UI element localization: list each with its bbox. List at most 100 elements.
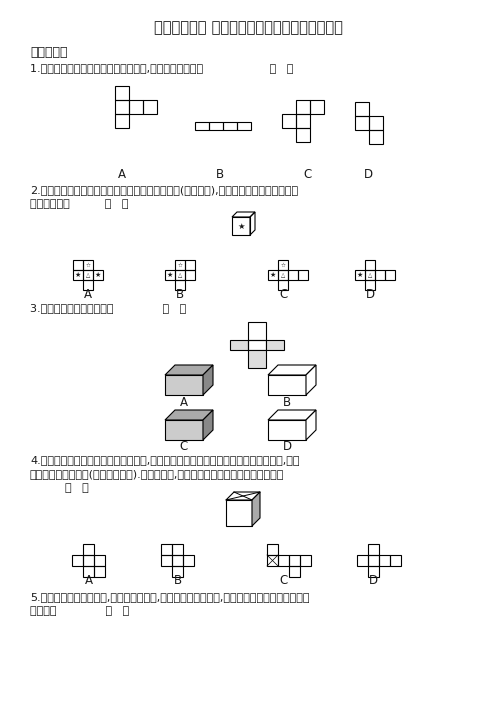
Text: △: △ (86, 272, 90, 277)
Bar (268, 420, 306, 440)
Bar (83, 270, 93, 280)
Bar (355, 270, 365, 280)
Polygon shape (268, 365, 316, 375)
Text: ☆: ☆ (178, 263, 183, 267)
Bar (248, 322, 266, 340)
Text: C: C (304, 168, 312, 180)
Bar (266, 340, 284, 350)
Polygon shape (252, 492, 260, 526)
Polygon shape (226, 492, 260, 500)
Text: 一、选择题: 一、选择题 (30, 46, 67, 58)
Text: △: △ (281, 272, 285, 277)
Polygon shape (165, 365, 213, 375)
Bar (195, 122, 209, 131)
Bar (268, 375, 306, 395)
Bar (365, 270, 375, 280)
Bar (161, 544, 172, 555)
Bar (296, 100, 310, 114)
Polygon shape (306, 410, 316, 440)
Bar (73, 270, 83, 280)
Bar (175, 270, 185, 280)
Text: ☆: ☆ (281, 263, 285, 267)
Bar (248, 340, 266, 350)
Bar (172, 544, 183, 555)
Bar (267, 555, 278, 566)
Text: △: △ (368, 272, 372, 277)
Text: △: △ (178, 272, 182, 277)
Bar (226, 500, 252, 526)
Bar (72, 555, 83, 566)
Text: ★: ★ (167, 272, 173, 278)
Text: 3.能折叠成的长方体是中的              （   ）: 3.能折叠成的长方体是中的 （ ） (30, 303, 186, 313)
Text: 图可能是中的          （   ）: 图可能是中的 （ ） (30, 199, 128, 209)
Bar (129, 100, 143, 114)
Text: B: B (216, 168, 224, 180)
Text: C: C (180, 440, 188, 453)
Bar (183, 555, 194, 566)
Bar (355, 102, 369, 116)
Bar (73, 260, 83, 270)
Bar (355, 116, 369, 130)
Bar (298, 270, 308, 280)
Bar (172, 566, 183, 577)
Text: ★: ★ (357, 272, 363, 278)
Bar (165, 270, 175, 280)
Text: 2.小丽要制作一个对面图案均相同的正方体礼品盒(如图所示),则这个正方体礼品盒的展开: 2.小丽要制作一个对面图案均相同的正方体礼品盒(如图所示),则这个正方体礼品盒的… (30, 185, 298, 195)
Text: D: D (366, 288, 374, 300)
Bar (310, 100, 324, 114)
Bar (237, 122, 251, 131)
Text: ★: ★ (75, 272, 81, 278)
Text: ★: ★ (95, 272, 101, 278)
Polygon shape (203, 410, 213, 440)
Bar (223, 122, 237, 131)
Bar (357, 555, 368, 566)
Bar (165, 420, 203, 440)
Bar (115, 114, 129, 128)
Text: 有一个面被涂成红色(其余均为白色).下列图形中,可能是该包装盒展开图的示意图的是: 有一个面被涂成红色(其余均为白色).下列图形中,可能是该包装盒展开图的示意图的是 (30, 469, 284, 479)
Bar (83, 260, 93, 270)
Bar (248, 350, 266, 368)
Bar (365, 260, 375, 270)
Bar (278, 555, 289, 566)
Bar (175, 260, 185, 270)
Bar (165, 375, 203, 395)
Polygon shape (268, 410, 316, 420)
Text: A: A (118, 168, 126, 180)
Bar (175, 280, 185, 290)
Text: 5.中的四张正方形硬纸片,剪去阴影部分后,如图果沿虚线折叠后,可以围成一个封闭的长方体包: 5.中的四张正方形硬纸片,剪去阴影部分后,如图果沿虚线折叠后,可以围成一个封闭的… (30, 592, 310, 602)
Bar (296, 128, 310, 142)
Bar (83, 280, 93, 290)
Text: 装盒的是              （   ）: 装盒的是 （ ） (30, 606, 129, 616)
Text: A: A (84, 574, 92, 586)
Bar (289, 566, 300, 577)
Bar (282, 114, 296, 128)
Bar (278, 280, 288, 290)
Bar (267, 544, 278, 555)
Bar (115, 86, 129, 100)
Bar (368, 544, 379, 555)
Polygon shape (306, 365, 316, 395)
Bar (369, 130, 383, 144)
Text: 【课题学习　 设计制作长方体形状的包装纸盒】: 【课题学习 设计制作长方体形状的包装纸盒】 (154, 20, 342, 36)
Polygon shape (203, 365, 213, 395)
Text: B: B (176, 288, 184, 300)
Text: ★: ★ (237, 222, 245, 230)
Text: D: D (364, 168, 372, 180)
Polygon shape (165, 410, 213, 420)
Text: C: C (279, 574, 288, 586)
Bar (278, 260, 288, 270)
Bar (161, 555, 172, 566)
Text: ★: ★ (270, 272, 276, 278)
Bar (379, 555, 390, 566)
Bar (296, 114, 310, 128)
Bar (288, 270, 298, 280)
Bar (143, 100, 157, 114)
Bar (185, 270, 195, 280)
Text: 4.如图是一个正方体形状的商品包装盒,它的上底面被分成四个全等的等腰直角三角形,图中: 4.如图是一个正方体形状的商品包装盒,它的上底面被分成四个全等的等腰直角三角形,… (30, 455, 300, 465)
Bar (368, 555, 379, 566)
Bar (268, 270, 278, 280)
Bar (172, 555, 183, 566)
Text: D: D (369, 574, 378, 586)
Text: A: A (84, 288, 92, 300)
Text: B: B (174, 574, 182, 586)
